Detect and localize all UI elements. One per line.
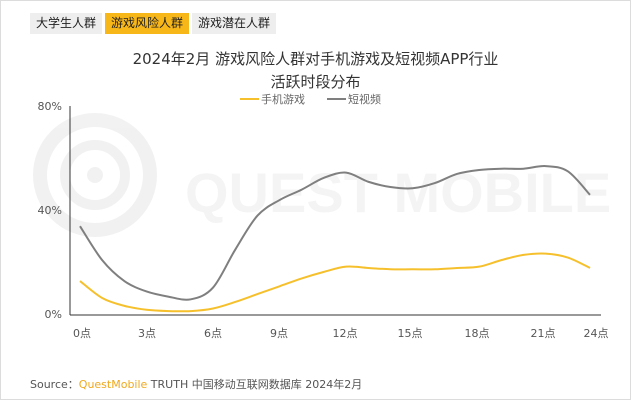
x-tick-9: 9点 bbox=[270, 327, 288, 340]
y-tick-0: 0% bbox=[44, 308, 62, 321]
legend-swatch-short-video bbox=[327, 98, 346, 100]
legend-swatch-mobile-games bbox=[240, 98, 259, 100]
x-tick-24: 24点 bbox=[583, 327, 609, 340]
x-tick-18: 18点 bbox=[464, 327, 490, 340]
legend-item-short-video: 短视频 bbox=[327, 91, 381, 107]
x-tick-21: 21点 bbox=[530, 327, 556, 340]
x-tick-6: 6点 bbox=[204, 327, 222, 340]
series-line-mobile-games bbox=[79, 252, 591, 313]
y-tick-80: 80% bbox=[37, 100, 62, 113]
chart-subtitle: 活跃时段分布 bbox=[270, 73, 361, 91]
watermark-text: QUEST MOBILE bbox=[185, 161, 611, 224]
chart-legend: 手机游戏 短视频 bbox=[240, 91, 381, 107]
audience-tabs: 大学生人群 游戏风险人群 游戏潜在人群 bbox=[30, 13, 277, 34]
tab-game-potential-users[interactable]: 游戏潜在人群 bbox=[192, 13, 277, 34]
legend-item-mobile-games: 手机游戏 bbox=[240, 91, 305, 107]
legend-label-short-video: 短视频 bbox=[348, 93, 381, 106]
chart-title: 2024年2月 游戏风险人群对手机游戏及短视频APP行业 bbox=[132, 50, 499, 68]
y-tick-40: 40% bbox=[37, 204, 62, 217]
x-tick-12: 12点 bbox=[332, 327, 358, 340]
legend-label-mobile-games: 手机游戏 bbox=[261, 93, 305, 106]
source-brand: QuestMobile bbox=[78, 378, 148, 391]
tab-game-risk-users[interactable]: 游戏风险人群 bbox=[105, 13, 190, 34]
source-prefix: Source： bbox=[30, 378, 79, 391]
series-line-short-video bbox=[79, 165, 591, 301]
source-detail: TRUTH 中国移动互联网数据库 2024年2月 bbox=[147, 378, 363, 391]
x-tick-3: 3点 bbox=[138, 327, 156, 340]
watermark-logo-icon bbox=[33, 113, 157, 237]
x-tick-0: 0点 bbox=[73, 327, 91, 340]
tab-college-students[interactable]: 大学生人群 bbox=[30, 13, 103, 34]
source-note: Source：QuestMobile TRUTH 中国移动互联网数据库 2024… bbox=[30, 376, 362, 392]
x-tick-15: 15点 bbox=[397, 327, 423, 340]
